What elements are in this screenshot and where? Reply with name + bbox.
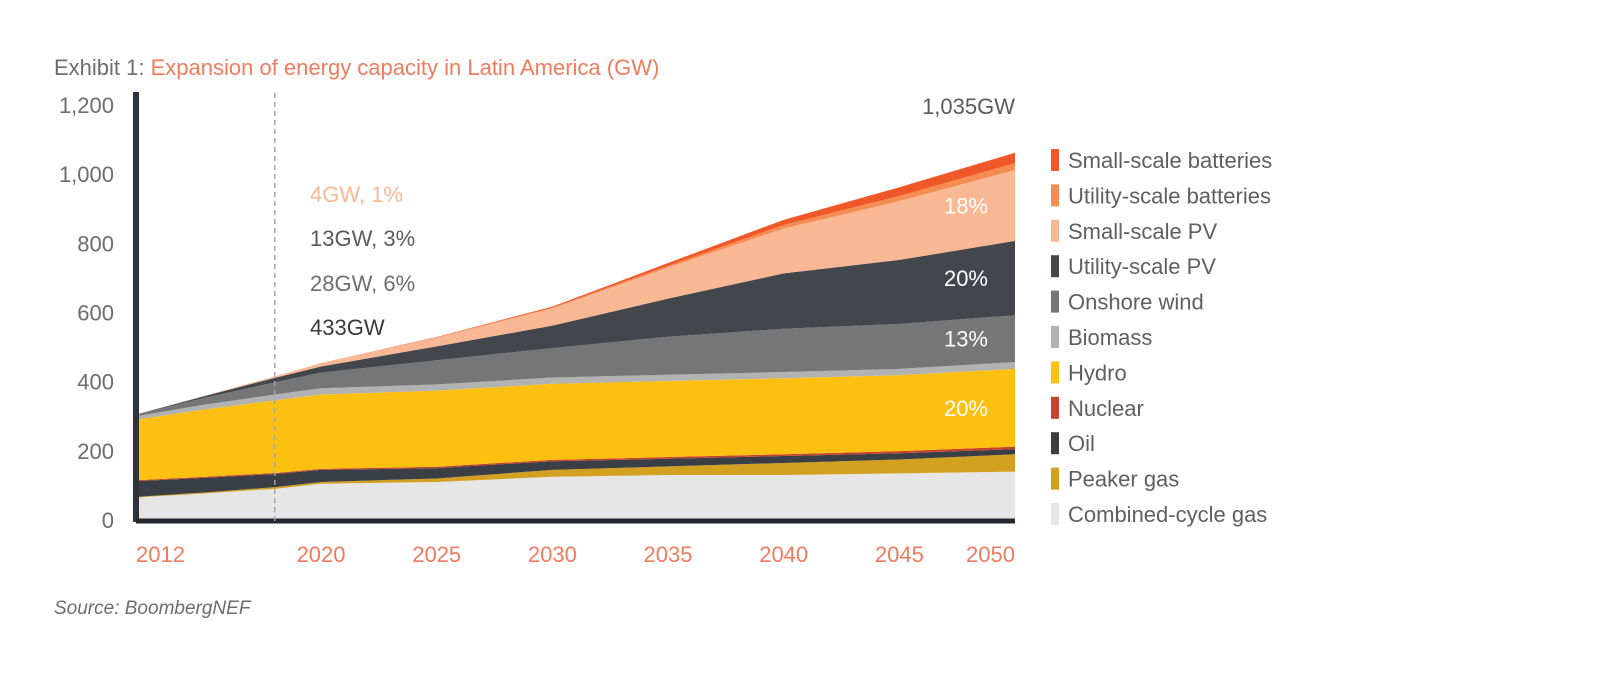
annotation-label: 433GW <box>310 315 385 340</box>
legend-label: Utility-scale batteries <box>1068 183 1271 208</box>
legend-label: Onshore wind <box>1068 290 1204 315</box>
legend-label: Peaker gas <box>1068 467 1179 492</box>
x-tick-label: 2030 <box>528 542 577 567</box>
legend-label: Oil <box>1068 431 1095 456</box>
area-utility-scale-pv <box>136 240 1015 415</box>
share-label-hydro: 20% <box>944 396 988 421</box>
legend-label: Utility-scale PV <box>1068 254 1216 279</box>
x-tick-label: 2045 <box>875 542 924 567</box>
legend: Small-scale batteries Utility-scale batte… <box>1051 148 1272 527</box>
x-tick-label: 2012 <box>136 542 185 567</box>
legend-swatch <box>1051 503 1059 525</box>
legend-item-small-scale-batteries: Small-scale batteries <box>1051 148 1272 173</box>
annotation-group: 4GW, 1% 13GW, 3% 28GW, 6% 433GW 1,035GW 18% 20… <box>310 94 1015 421</box>
chart-title-main: Expansion of energy capacity in Latin Am… <box>151 55 660 80</box>
legend-item-nuclear: Nuclear <box>1051 396 1144 421</box>
annotation-label: 4GW, 1% <box>310 182 403 207</box>
chart-title-prefix: Exhibit 1: <box>54 55 151 80</box>
legend-item-biomass: Biomass <box>1051 325 1152 350</box>
legend-item-oil: Oil <box>1051 431 1095 456</box>
legend-item-small-scale-pv: Small-scale PV <box>1051 219 1217 244</box>
legend-item-utility-scale-batteries: Utility-scale batteries <box>1051 183 1271 208</box>
area-small-scale-batteries <box>136 152 1015 415</box>
area-nuclear <box>136 446 1015 482</box>
legend-item-utility-scale-pv: Utility-scale PV <box>1051 254 1216 279</box>
area-utility-scale-batteries <box>136 163 1015 415</box>
x-tick-label: 2025 <box>412 542 461 567</box>
legend-item-onshore-wind: Onshore wind <box>1051 290 1204 315</box>
legend-label: Small-scale batteries <box>1068 148 1272 173</box>
x-tick-label: 2050 <box>966 542 1015 567</box>
legend-swatch <box>1051 255 1059 278</box>
legend-swatch <box>1051 184 1059 207</box>
area-small-scale-pv <box>136 170 1015 415</box>
y-tick-label: 800 <box>77 231 114 256</box>
chart-title: Exhibit 1: Expansion of energy capacity … <box>54 55 659 80</box>
annotation-label: 1,035GW <box>922 94 1015 119</box>
y-tick-label: 0 <box>102 508 114 533</box>
legend-swatch <box>1051 361 1059 384</box>
area-biomass <box>136 361 1015 420</box>
axis-group: 0 200 400 600 800 1,000 1,200 2012 2020 2025 2030 2… <box>59 92 1015 567</box>
area-onshore-wind <box>136 315 1015 417</box>
legend-label: Small-scale PV <box>1068 219 1217 244</box>
legend-swatch <box>1051 326 1059 348</box>
legend-label: Nuclear <box>1068 396 1144 421</box>
x-tick-label: 2035 <box>644 542 693 567</box>
annotation-label: 28GW, 6% <box>310 271 415 296</box>
legend-swatch <box>1051 467 1059 490</box>
legend-swatch <box>1051 432 1059 455</box>
legend-label: Biomass <box>1068 325 1152 350</box>
share-label-onshore-wind: 13% <box>944 327 988 352</box>
annotation-label: 13GW, 3% <box>310 226 415 251</box>
x-tick-label: 2020 <box>297 542 346 567</box>
x-tick-label: 2040 <box>759 542 808 567</box>
y-tick-label: 1,200 <box>59 93 114 118</box>
legend-swatch <box>1051 396 1059 419</box>
legend-item-combined-cycle-gas: Combined-cycle gas <box>1051 502 1267 527</box>
y-tick-label: 1,000 <box>59 162 114 187</box>
y-tick-label: 200 <box>77 439 114 464</box>
area-series-group <box>136 152 1015 520</box>
y-tick-label: 600 <box>77 301 114 326</box>
legend-swatch <box>1051 290 1059 313</box>
area-peaker-gas <box>136 454 1015 498</box>
share-label-utility-scale-pv: 20% <box>944 266 988 291</box>
y-tick-label: 400 <box>77 370 114 395</box>
legend-item-hydro: Hydro <box>1051 360 1127 385</box>
legend-swatch <box>1051 149 1059 171</box>
legend-item-peaker-gas: Peaker gas <box>1051 467 1179 492</box>
area-combined-cycle-gas <box>136 471 1015 520</box>
legend-swatch <box>1051 219 1059 242</box>
source-note: Source: BoombergNEF <box>54 598 252 619</box>
area-hydro <box>136 368 1015 481</box>
area-oil <box>136 449 1015 497</box>
legend-label: Hydro <box>1068 360 1127 385</box>
legend-label: Combined-cycle gas <box>1068 502 1267 527</box>
share-label-small-scale-pv: 18% <box>944 193 988 218</box>
